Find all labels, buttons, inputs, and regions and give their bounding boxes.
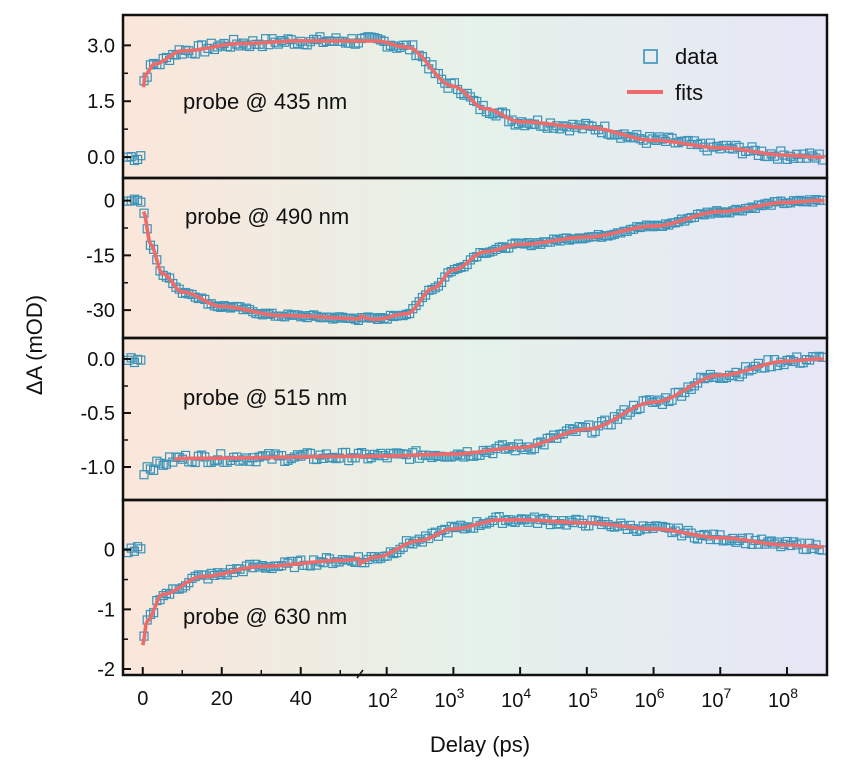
y-tick-label: 1.5 xyxy=(87,91,115,113)
data-point xyxy=(129,155,139,166)
data-point xyxy=(165,452,175,462)
data-point xyxy=(171,282,181,292)
data-point xyxy=(133,542,143,552)
panel-2 xyxy=(123,194,828,325)
data-point xyxy=(369,449,379,459)
x-tick-label: 103 xyxy=(434,685,464,712)
x-tick-label: 40 xyxy=(290,688,312,710)
fit-line xyxy=(141,518,824,646)
y-tick-label: 0.0 xyxy=(87,147,115,169)
y-tick-label: 0.0 xyxy=(87,349,115,371)
data-point xyxy=(193,451,203,461)
axes-layer: probe @ 435 nm 0.0 1.5 3.0 probe @ 490 nm 0 -1… xyxy=(81,13,829,712)
probe-label: probe @ 630 nm xyxy=(183,604,347,629)
legend-data-marker xyxy=(643,49,658,64)
data-point xyxy=(168,457,178,467)
data-point xyxy=(161,459,171,469)
data-point xyxy=(133,354,143,364)
panel-1 xyxy=(123,32,828,166)
y-tick-label: -1.0 xyxy=(81,457,115,479)
y-tick-label: 0 xyxy=(104,540,115,562)
data-point xyxy=(449,451,459,461)
data-point xyxy=(136,355,146,365)
panel-frame xyxy=(121,498,829,677)
data-point xyxy=(158,460,168,470)
data-point xyxy=(469,252,479,262)
data-point xyxy=(469,95,479,106)
data-point xyxy=(238,455,248,465)
fit-line xyxy=(173,357,824,462)
data-point xyxy=(414,50,424,60)
x-tick-label: 107 xyxy=(701,685,731,712)
x-axis-title: Delay (ps) xyxy=(430,732,530,757)
data-point xyxy=(440,78,450,88)
y-tick-label: -2 xyxy=(97,659,115,681)
data-point xyxy=(136,544,146,554)
y-tick-label: -30 xyxy=(86,300,115,322)
data-point xyxy=(149,465,159,475)
data-point xyxy=(126,543,136,553)
y-tick-label: -0.5 xyxy=(81,403,115,425)
data-point xyxy=(136,197,146,207)
data-point xyxy=(424,285,434,295)
data-point xyxy=(133,195,143,205)
y-tick-label: -1 xyxy=(97,599,115,621)
data-point xyxy=(126,353,136,363)
legend-data-label: data xyxy=(675,44,719,69)
data-point xyxy=(465,255,475,265)
data-point xyxy=(443,268,453,278)
data-point xyxy=(417,292,427,303)
data-point xyxy=(421,57,431,67)
data-point xyxy=(161,272,171,282)
data-point xyxy=(513,118,524,129)
data-point xyxy=(129,194,139,204)
legend: data fits xyxy=(627,44,719,105)
panel-3 xyxy=(123,351,828,480)
x-tick-label: 104 xyxy=(501,685,531,712)
data-point xyxy=(136,151,146,161)
probe-label: probe @ 435 nm xyxy=(183,89,347,114)
legend-fits-label: fits xyxy=(675,80,703,105)
axis-break xyxy=(356,669,364,679)
panel-4 xyxy=(123,511,828,646)
probe-label: probe @ 515 nm xyxy=(183,385,347,410)
panels-layer xyxy=(123,32,828,646)
data-point xyxy=(129,357,139,368)
data-point xyxy=(165,273,175,283)
x-tick-label: 20 xyxy=(211,688,233,710)
probe-label: probe @ 490 nm xyxy=(185,204,349,229)
y-tick-label: -15 xyxy=(86,245,115,267)
x-tick-label: 0 xyxy=(137,688,148,710)
data-point xyxy=(145,464,155,474)
x-tick-label: 105 xyxy=(568,685,598,712)
fit-line xyxy=(141,39,825,159)
plot-background xyxy=(123,15,827,675)
x-tick-label: 106 xyxy=(635,685,665,712)
y-axis-title: ΔA (mOD) xyxy=(22,295,47,395)
fit-line xyxy=(141,198,825,321)
y-tick-label: 3.0 xyxy=(87,35,115,57)
x-tick-label: 102 xyxy=(368,685,398,712)
data-point xyxy=(389,449,399,459)
data-point xyxy=(155,458,165,468)
y-tick-label: 0 xyxy=(104,191,115,213)
x-tick-label: 108 xyxy=(768,685,798,712)
data-point xyxy=(417,52,427,62)
